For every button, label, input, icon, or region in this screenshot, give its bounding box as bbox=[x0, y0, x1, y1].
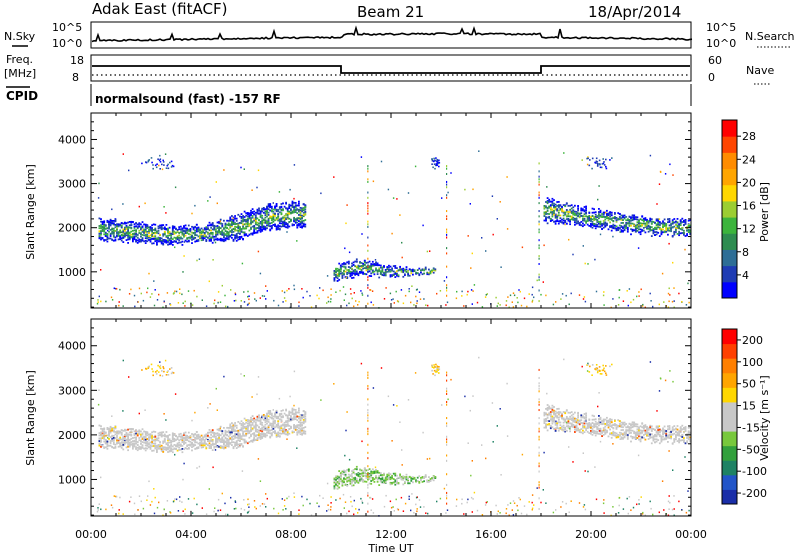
colorbar-tick-label: 8 bbox=[742, 246, 749, 259]
frequency-line bbox=[92, 65, 690, 74]
colorbar-swatch bbox=[722, 168, 737, 186]
beam-title: Beam 21 bbox=[357, 3, 424, 21]
colorbar-tick-label: -15 bbox=[742, 421, 760, 434]
y-tick-label: 4000 bbox=[58, 133, 86, 146]
nsearch-tick-bottom: 10^0 bbox=[706, 37, 736, 50]
colorbar-tick-label: 4 bbox=[742, 269, 749, 282]
colorbar-tick-label: 15 bbox=[742, 400, 756, 413]
freq-tick-top: 18 bbox=[70, 54, 84, 67]
nsky-tick-bottom: 10^0 bbox=[52, 37, 82, 50]
y-tick-label: 4000 bbox=[58, 340, 86, 353]
nsky-label: N.Sky bbox=[4, 30, 36, 43]
colorbar-tick-label: -50 bbox=[742, 443, 760, 456]
nave-tick-bottom: 0 bbox=[708, 71, 715, 84]
colorbar-swatch bbox=[722, 136, 737, 153]
y-tick-label: 2000 bbox=[58, 429, 86, 442]
colorbar-swatch bbox=[722, 152, 737, 170]
freq-label: Freq. bbox=[6, 53, 33, 66]
colorbar-tick-label: 28 bbox=[742, 130, 756, 143]
colorbar-swatch bbox=[722, 217, 737, 234]
colorbar-tick-label: 16 bbox=[742, 200, 756, 213]
colorbar-swatch bbox=[722, 233, 737, 250]
colorbar-tick-label: -200 bbox=[742, 487, 767, 500]
power-colorbar: 4 8 12 16 20 24 28 bbox=[721, 119, 756, 299]
colorbar-swatch bbox=[722, 120, 737, 137]
colorbar-swatch bbox=[722, 460, 737, 476]
colorbar-swatch bbox=[722, 358, 737, 374]
colorbar-swatch bbox=[722, 474, 737, 490]
power-y-axis-label: Slant Range [km] bbox=[24, 164, 37, 260]
colorbar-tick-label: 12 bbox=[742, 223, 756, 236]
x-tick-label: 00:00 bbox=[75, 528, 107, 541]
x-tick-label: 20:00 bbox=[575, 528, 607, 541]
nsearch-label: N.Search bbox=[745, 30, 795, 43]
nave-label: Nave bbox=[746, 64, 774, 77]
colorbar-frame bbox=[721, 328, 738, 505]
velocity-y-axis-label: Slant Range [km] bbox=[24, 370, 37, 466]
colorbar-swatch bbox=[722, 200, 737, 218]
y-tick-label: 1000 bbox=[58, 266, 86, 279]
x-tick-label: 16:00 bbox=[475, 528, 507, 541]
colorbar-tick-label: 24 bbox=[742, 153, 756, 166]
colorbar-frame bbox=[721, 119, 738, 299]
nsky-strip-frame bbox=[90, 21, 692, 49]
nave-tick-top: 60 bbox=[708, 54, 722, 67]
power-echo-points bbox=[96, 150, 692, 309]
x-tick-label: 08:00 bbox=[275, 528, 307, 541]
velocity-colorbar: 200 100 50 15 -15 -50 -100 -200 bbox=[721, 328, 767, 505]
y-tick-label: 1000 bbox=[58, 473, 86, 486]
velocity-colorbar-title: Velocity [m s⁻¹] bbox=[758, 375, 771, 460]
power-heatmap bbox=[96, 150, 692, 309]
x-tick-label: 04:00 bbox=[175, 528, 207, 541]
colorbar-swatch bbox=[722, 265, 737, 283]
y-tick-label: 3000 bbox=[58, 384, 86, 397]
colorbar-tick-label: 50 bbox=[742, 378, 756, 391]
date-title: 18/Apr/2014 bbox=[588, 3, 681, 21]
freq-tick-bottom: 8 bbox=[72, 71, 79, 84]
velocity-y-ticks: 1000 2000 3000 4000 bbox=[58, 318, 691, 516]
x-tick-label: 00:00 bbox=[675, 528, 707, 541]
colorbar-swatch bbox=[722, 372, 737, 388]
colorbar-swatch bbox=[722, 343, 737, 359]
colorbar-swatch bbox=[722, 249, 737, 267]
x-tick-label: 12:00 bbox=[375, 528, 407, 541]
colorbar-swatch bbox=[722, 445, 737, 461]
velocity-echo-points bbox=[96, 356, 692, 517]
colorbar-tick-label: 20 bbox=[742, 176, 756, 189]
cpid-label: CPID bbox=[6, 89, 38, 103]
colorbar-swatch bbox=[722, 281, 737, 299]
power-y-ticks: 1000 2000 3000 4000 bbox=[58, 112, 691, 308]
nsearch-tick-top: 10^5 bbox=[706, 21, 736, 34]
colorbar-swatch bbox=[722, 489, 737, 505]
colorbar-tick-label: 100 bbox=[742, 356, 763, 369]
station-title: Adak East (fitACF) bbox=[92, 0, 227, 18]
x-axis-ticks: 00:00 04:00 08:00 12:00 16:00 20:00 00:00 bbox=[75, 113, 707, 541]
nsky-noise-line bbox=[91, 25, 693, 43]
freq-unit-label: [MHz] bbox=[4, 67, 36, 80]
freq-strip-frame bbox=[90, 54, 692, 82]
colorbar-swatch bbox=[722, 184, 737, 202]
power-colorbar-title: Power [dB] bbox=[758, 182, 771, 242]
x-axis-label: Time UT bbox=[367, 542, 413, 554]
velocity-heatmap bbox=[96, 356, 692, 517]
cpid-text: normalsound (fast) -157 RF bbox=[95, 92, 281, 106]
colorbar-swatch bbox=[722, 431, 737, 447]
colorbar-swatch bbox=[722, 387, 737, 403]
nsky-tick-top: 10^5 bbox=[52, 21, 82, 34]
colorbar-tick-label: -100 bbox=[742, 465, 767, 478]
colorbar-swatch bbox=[722, 329, 737, 345]
colorbar-swatch bbox=[722, 401, 737, 417]
colorbar-swatch bbox=[722, 416, 737, 432]
y-tick-label: 2000 bbox=[58, 222, 86, 235]
colorbar-tick-label: 200 bbox=[742, 334, 763, 347]
y-tick-label: 3000 bbox=[58, 178, 86, 191]
